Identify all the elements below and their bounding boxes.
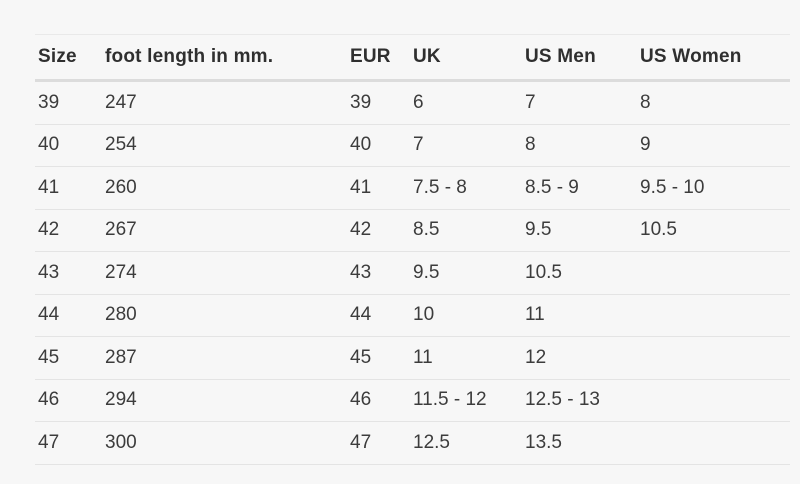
cell-size: 39: [35, 80, 102, 125]
cell-us-men: 12.5 - 13: [522, 379, 637, 422]
cell-us-men: 13.5: [522, 421, 637, 465]
cell-foot-length: 254: [102, 124, 347, 167]
size-conversion-table: Size foot length in mm. EUR UK US Men US…: [35, 34, 790, 465]
table-row: 46 294 46 11.5 - 12 12.5 - 13: [35, 379, 790, 422]
cell-uk: 7: [410, 124, 522, 167]
cell-eur: 44: [347, 294, 410, 337]
header-eur: EUR: [347, 34, 410, 82]
cell-us-women: [637, 421, 790, 465]
cell-foot-length: 287: [102, 336, 347, 380]
table-row: 41 260 41 7.5 - 8 8.5 - 9 9.5 - 10: [35, 166, 790, 210]
cell-us-women: [637, 379, 790, 422]
cell-us-men: 8: [522, 124, 637, 167]
table-row: 40 254 40 7 8 9: [35, 124, 790, 167]
cell-foot-length: 300: [102, 421, 347, 465]
cell-eur: 41: [347, 166, 410, 210]
cell-eur: 47: [347, 421, 410, 465]
cell-us-men: 8.5 - 9: [522, 166, 637, 210]
header-foot-length: foot length in mm.: [102, 34, 347, 82]
table-body: 39 247 39 6 7 8 40 254 40 7 8 9 41 260 4…: [35, 80, 790, 465]
cell-us-women: 9.5 - 10: [637, 166, 790, 210]
table-row: 44 280 44 10 11: [35, 294, 790, 337]
table-row: 42 267 42 8.5 9.5 10.5: [35, 209, 790, 252]
cell-foot-length: 247: [102, 80, 347, 125]
cell-eur: 46: [347, 379, 410, 422]
cell-us-women: [637, 336, 790, 380]
cell-eur: 39: [347, 80, 410, 125]
cell-us-men: 7: [522, 80, 637, 125]
cell-foot-length: 294: [102, 379, 347, 422]
header-uk: UK: [410, 34, 522, 82]
cell-us-women: 10.5: [637, 209, 790, 252]
cell-uk: 11.5 - 12: [410, 379, 522, 422]
cell-us-men: 12: [522, 336, 637, 380]
table-row: 47 300 47 12.5 13.5: [35, 421, 790, 465]
cell-uk: 6: [410, 80, 522, 125]
header-us-men: US Men: [522, 34, 637, 82]
cell-eur: 40: [347, 124, 410, 167]
size-conversion-table-container: Size foot length in mm. EUR UK US Men US…: [35, 34, 790, 465]
cell-size: 46: [35, 379, 102, 422]
cell-size: 47: [35, 421, 102, 465]
header-size: Size: [35, 34, 102, 82]
cell-foot-length: 267: [102, 209, 347, 252]
cell-us-women: [637, 251, 790, 295]
cell-eur: 42: [347, 209, 410, 252]
cell-uk: 7.5 - 8: [410, 166, 522, 210]
cell-uk: 8.5: [410, 209, 522, 252]
cell-us-men: 11: [522, 294, 637, 337]
table-row: 43 274 43 9.5 10.5: [35, 251, 790, 295]
cell-uk: 10: [410, 294, 522, 337]
cell-us-women: 8: [637, 80, 790, 125]
cell-size: 40: [35, 124, 102, 167]
header-us-women: US Women: [637, 34, 790, 82]
table-row: 39 247 39 6 7 8: [35, 80, 790, 125]
cell-foot-length: 274: [102, 251, 347, 295]
cell-uk: 12.5: [410, 421, 522, 465]
cell-uk: 9.5: [410, 251, 522, 295]
cell-size: 43: [35, 251, 102, 295]
cell-size: 44: [35, 294, 102, 337]
cell-foot-length: 260: [102, 166, 347, 210]
cell-eur: 43: [347, 251, 410, 295]
table-header-row: Size foot length in mm. EUR UK US Men US…: [35, 34, 790, 82]
cell-eur: 45: [347, 336, 410, 380]
cell-us-men: 9.5: [522, 209, 637, 252]
cell-us-women: 9: [637, 124, 790, 167]
cell-foot-length: 280: [102, 294, 347, 337]
cell-us-men: 10.5: [522, 251, 637, 295]
cell-size: 42: [35, 209, 102, 252]
table-row: 45 287 45 11 12: [35, 336, 790, 380]
cell-size: 41: [35, 166, 102, 210]
cell-size: 45: [35, 336, 102, 380]
cell-us-women: [637, 294, 790, 337]
cell-uk: 11: [410, 336, 522, 380]
